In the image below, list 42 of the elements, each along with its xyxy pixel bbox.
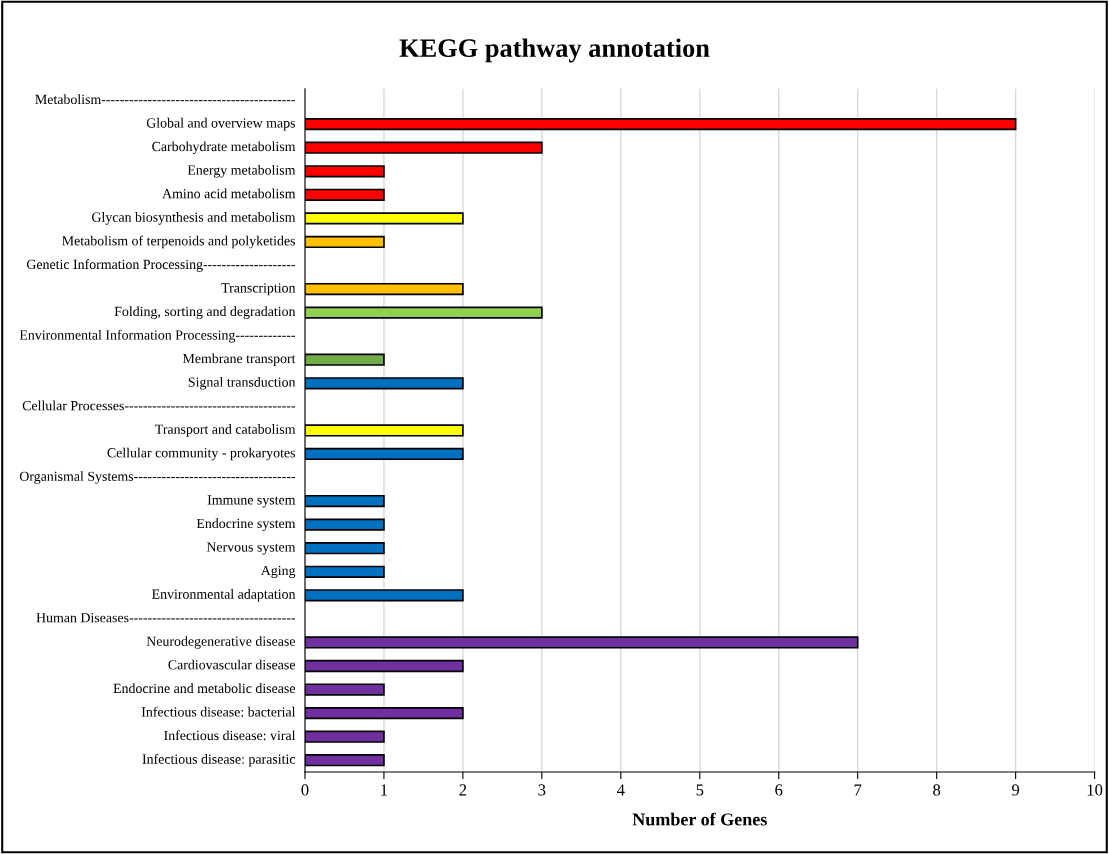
y-tick-label: Neurodegenerative disease [146,636,296,649]
x-tick-label: 1 [381,784,388,796]
y-tick-label: Organismal Systems----------------------------------- [19,471,296,484]
y-tick-label: Infectious disease: bacterial [141,706,296,717]
y-tick-label: Infectious disease: parasitic [142,753,296,767]
y-tick-label: Immune system [207,495,296,508]
x-tick-label: 0 [301,784,309,796]
y-tick-label: Transcription [221,283,296,296]
x-tick-label: 3 [538,784,546,796]
chart-title: KEGG pathway annotation [399,38,710,63]
y-tick-label: Genetic Information Processing-------------------- [26,259,296,272]
x-tick-label: 4 [616,784,625,796]
y-tick-label: Transport and catabolism [155,424,296,437]
y-tick-label: Folding, sorting and degradation [114,306,296,319]
y-tick-label: Membrane transport [182,353,296,367]
y-tick-label: Cardiovascular disease [168,659,296,670]
y-tick-label: Endocrine system [196,518,296,531]
y-tick-label: Environmental Information Processing------------- [19,329,296,343]
y-tick-label: Aging [260,565,296,579]
y-tick-label: Nervous system [206,542,296,555]
x-tick-label: 9 [1011,784,1020,796]
y-tick-label: Environmental adaptation [152,589,296,602]
x-tick-label: 5 [696,784,704,796]
y-tick-label: Endocrine and metabolic disease [113,683,296,694]
y-tick-label: Human Diseases------------------------------------ [36,613,296,623]
x-tick-label: 2 [459,784,467,796]
y-tick-label: Metabolism of terpenoids and polyketides [62,235,295,249]
x-tick-label: 6 [775,784,783,796]
y-tick-label: Glycan biosynthesis and metabolism [92,212,296,225]
x-tick-label: 8 [933,784,941,796]
y-tick-label: Signal transduction [188,376,296,390]
y-tick-label: Infectious disease: viral [164,730,296,741]
y-tick-label: Cellular Processes------------------------------------- [22,400,296,411]
x-tick-label: 10 [1087,784,1103,796]
y-tick-label: Metabolism------------------------------------------ [35,94,296,105]
y-tick-label: Global and overview maps [146,117,295,131]
y-tick-label: Energy metabolism [187,164,296,178]
x-axis-title: Number of Genes [632,812,767,826]
y-tick-label: Carbohydrate metabolism [152,141,296,155]
y-tick-label: Cellular community - prokaryotes [107,447,295,461]
y-tick-label: Amino acid metabolism [162,188,296,199]
x-tick-label: 7 [854,784,862,796]
